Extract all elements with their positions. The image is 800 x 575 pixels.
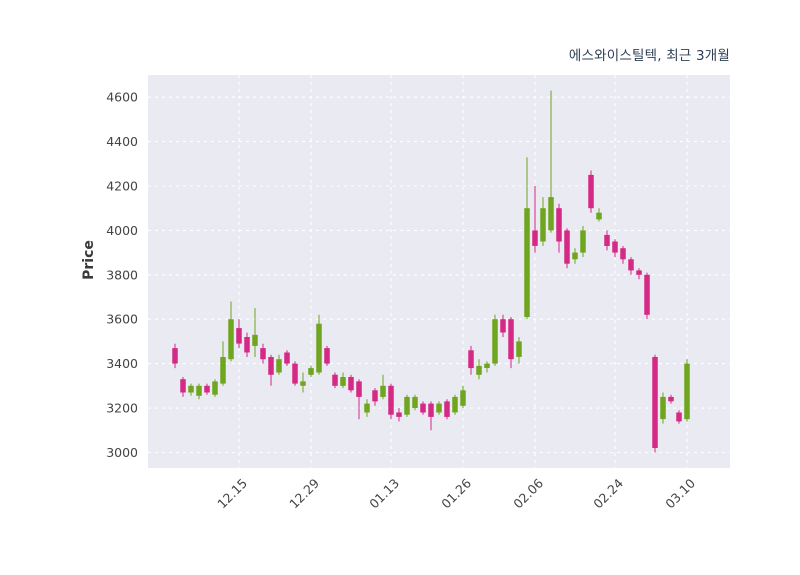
candle-body [292, 363, 298, 384]
candle-body [652, 357, 658, 448]
candle-body [460, 390, 466, 406]
candle-body [364, 403, 370, 413]
candle-body [660, 396, 666, 420]
candle-body [404, 396, 410, 415]
y-tick-label: 3400 [106, 356, 138, 371]
x-tick-label: 03.10 [662, 475, 698, 511]
candle-body [388, 385, 394, 415]
candle-body [532, 230, 538, 246]
y-axis-label: Price [81, 240, 97, 280]
candle-body [276, 359, 282, 373]
y-tick-label: 3800 [106, 267, 138, 282]
candle-body [220, 357, 226, 384]
y-tick-label: 3000 [106, 445, 138, 460]
candle-body [564, 230, 570, 264]
candle-body [340, 377, 346, 386]
candle-body [428, 403, 434, 417]
candle-body [228, 319, 234, 360]
candle-body [540, 208, 546, 242]
candle-body [380, 385, 386, 397]
candle-body [484, 363, 490, 368]
candle-body [500, 319, 506, 333]
candle-body [204, 385, 210, 393]
candle-body [300, 381, 306, 386]
candle-body [372, 390, 378, 402]
candle-body [332, 374, 338, 386]
candle-body [196, 385, 202, 396]
candle-body [604, 234, 610, 246]
y-tick-label: 4200 [106, 179, 138, 194]
candle-body [324, 348, 330, 364]
candle-body [476, 365, 482, 375]
candle-body [284, 352, 290, 364]
candle-body [252, 334, 258, 346]
x-tick-label: 01.13 [366, 476, 402, 512]
candle-body [548, 197, 554, 231]
y-tick-label: 3200 [106, 401, 138, 416]
candle-body [620, 248, 626, 260]
candle-body [188, 385, 194, 393]
x-tick-label: 01.26 [438, 475, 474, 511]
candle-body [316, 323, 322, 373]
candle-body [668, 396, 674, 402]
candle-body [420, 403, 426, 413]
candle-body [348, 377, 354, 391]
candle-body [492, 319, 498, 364]
candle-body [612, 241, 618, 253]
candle-body [508, 319, 514, 360]
candle-body [644, 274, 650, 315]
candle-body [444, 401, 450, 417]
candle-body [172, 348, 178, 364]
candle-body [436, 403, 442, 413]
candle-body [396, 412, 402, 417]
candle-body [260, 348, 266, 360]
chart-title: 에스와이스틸텍, 최근 3개월 [568, 48, 730, 64]
candle-body [452, 396, 458, 413]
candle-body [684, 363, 690, 420]
candle-body [236, 328, 242, 344]
candle-body [580, 230, 586, 253]
candle-body [636, 270, 642, 275]
x-tick-label: 12.29 [286, 475, 322, 511]
candle-body [180, 379, 186, 393]
candle-body [212, 381, 218, 395]
candle-body [244, 337, 250, 353]
candle-body [628, 259, 634, 271]
candle-body [588, 174, 594, 209]
candle-body [412, 396, 418, 408]
x-tick-label: 02.06 [510, 475, 546, 511]
candle-body [572, 252, 578, 260]
y-tick-label: 4400 [106, 134, 138, 149]
y-tick-label: 4000 [106, 223, 138, 238]
x-tick-label: 02.24 [590, 475, 626, 511]
candle-body [268, 357, 274, 375]
candle-body [308, 368, 314, 375]
candle-body [516, 341, 522, 357]
candle-body [468, 350, 474, 369]
candle-body [596, 212, 602, 220]
y-tick-label: 3600 [106, 312, 138, 327]
x-tick-label: 12.15 [214, 476, 250, 512]
candle-body [356, 381, 362, 397]
candle-body [676, 412, 682, 422]
candle-body [524, 208, 530, 317]
candle-body [556, 208, 562, 242]
y-tick-label: 4600 [106, 90, 138, 105]
